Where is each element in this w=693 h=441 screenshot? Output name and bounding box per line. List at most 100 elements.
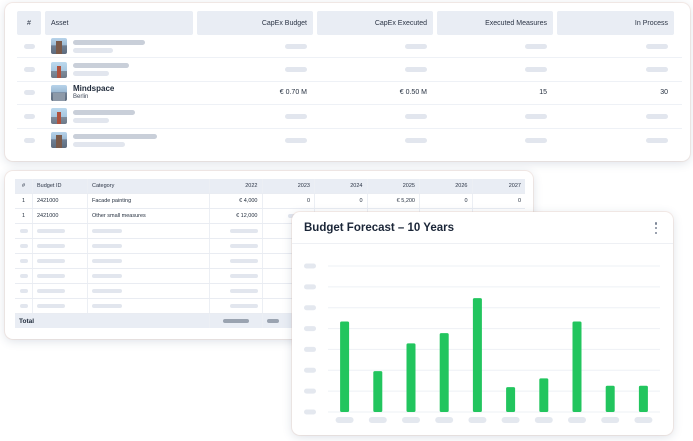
placeholder-bar: [525, 137, 547, 143]
value-2023[interactable]: 0: [263, 194, 315, 208]
placeholder-bar: [19, 259, 28, 263]
bar[interactable]: [439, 333, 449, 412]
placeholder-bar: [92, 304, 122, 308]
bar[interactable]: [572, 321, 582, 412]
table-row[interactable]: [17, 58, 682, 82]
placeholder-bar: [92, 289, 122, 293]
table-row[interactable]: [17, 129, 682, 152]
placeholder-bar: [73, 39, 145, 45]
value-2022[interactable]: € 12,000: [210, 209, 263, 223]
placeholder-bar: [525, 67, 547, 73]
placeholder-bar: [37, 229, 65, 233]
x-tick-placeholder: [501, 417, 520, 423]
placeholder-bar: [37, 244, 65, 248]
header-category[interactable]: Category: [88, 179, 210, 193]
bar[interactable]: [539, 378, 549, 412]
placeholder-bar: [525, 43, 547, 49]
bar[interactable]: [638, 385, 648, 412]
asset-thumbnail: [51, 108, 67, 125]
header-2027[interactable]: 2027: [508, 183, 521, 189]
placeholder-bar: [405, 137, 427, 143]
chart-card: Budget Forecast – 10 Years: [292, 212, 673, 435]
placeholder-bar: [229, 304, 258, 308]
placeholder-bar: [646, 67, 668, 73]
header-capex-executed[interactable]: CapEx Executed: [317, 11, 433, 35]
placeholder-bar: [19, 304, 28, 308]
y-tick-placeholder: [304, 326, 316, 332]
placeholder-bar: [73, 47, 113, 53]
more-options-icon[interactable]: [654, 222, 658, 234]
placeholder-bar: [23, 137, 35, 143]
bar[interactable]: [340, 321, 350, 412]
executed-measures-value: 15: [539, 89, 547, 97]
header-index[interactable]: #: [15, 179, 33, 193]
header-index[interactable]: #: [17, 11, 41, 35]
table-row[interactable]: 1 2421000 Facade painting € 4,000 0 0 € …: [15, 194, 525, 209]
x-tick-placeholder: [568, 417, 586, 423]
bar[interactable]: [605, 385, 615, 412]
header-executed-measures[interactable]: Executed Measures: [437, 11, 553, 35]
x-tick-placeholder: [435, 417, 454, 423]
value-2027[interactable]: 0: [517, 198, 521, 204]
placeholder-bar: [229, 229, 258, 233]
asset-thumbnail: [51, 84, 67, 101]
placeholder-bar: [229, 289, 258, 293]
category: Other small measures: [88, 209, 210, 223]
x-tick-placeholder: [634, 417, 653, 423]
bar[interactable]: [472, 298, 482, 412]
placeholder-bar: [37, 259, 65, 263]
y-tick-placeholder: [304, 409, 316, 415]
category: Facade painting: [88, 194, 210, 208]
placeholder-bar: [19, 289, 28, 293]
header-2026[interactable]: 2026: [420, 179, 473, 193]
capex-budget-value: € 0.70 M: [279, 89, 307, 97]
table-row[interactable]: [17, 105, 682, 129]
assets-table: # Asset CapEx Budget CapEx Executed Exec…: [17, 11, 682, 152]
placeholder-bar: [266, 319, 279, 323]
bar[interactable]: [373, 371, 383, 412]
placeholder-bar: [285, 43, 307, 49]
assets-table-header: # Asset CapEx Budget CapEx Executed Exec…: [17, 11, 682, 35]
header-2023[interactable]: 2023: [263, 179, 315, 193]
placeholder-bar: [92, 259, 122, 263]
placeholder-bar: [73, 133, 157, 139]
x-tick-placeholder: [468, 417, 487, 423]
x-tick-placeholder: [335, 417, 354, 423]
value-2025[interactable]: € 5,200: [368, 194, 420, 208]
value-2026[interactable]: 0: [420, 194, 473, 208]
placeholder-bar: [405, 67, 427, 73]
placeholder-bar: [73, 63, 129, 69]
budget-forecast-chart: [304, 263, 660, 423]
header-2025[interactable]: 2025: [368, 179, 420, 193]
placeholder-bar: [23, 113, 35, 119]
bar[interactable]: [506, 387, 516, 412]
table-row[interactable]: [17, 35, 682, 59]
header-asset[interactable]: Asset: [45, 11, 193, 35]
header-2022[interactable]: 2022: [210, 179, 263, 193]
asset-city: Berlin: [73, 94, 89, 101]
placeholder-bar: [37, 289, 65, 293]
asset-name[interactable]: Mindspace: [73, 84, 115, 94]
x-tick-placeholder: [534, 417, 553, 423]
value-2022[interactable]: € 4,000: [210, 194, 263, 208]
placeholder-bar: [19, 229, 28, 233]
row-index: 1: [15, 209, 33, 223]
placeholder-bar: [23, 43, 35, 49]
header-2024[interactable]: 2024: [315, 179, 368, 193]
budget-table-header: # Budget ID Category 2022 2023 2024 2025…: [15, 179, 525, 194]
budget-id: 2421000: [33, 194, 88, 208]
y-tick-placeholder: [304, 346, 316, 352]
placeholder-bar: [19, 244, 28, 248]
value-2024[interactable]: 0: [315, 194, 368, 208]
y-tick-placeholder: [304, 305, 316, 311]
placeholder-bar: [73, 109, 135, 115]
header-capex-budget[interactable]: CapEx Budget: [197, 11, 313, 35]
placeholder-bar: [229, 259, 258, 263]
chart-title: Budget Forecast – 10 Years: [304, 222, 454, 234]
header-in-process[interactable]: In Process: [557, 11, 674, 35]
y-tick-placeholder: [304, 284, 316, 290]
bar[interactable]: [406, 343, 416, 412]
table-row-mindspace[interactable]: Mindspace Berlin € 0.70 M € 0.50 M 15 30: [17, 82, 682, 106]
header-budget-id[interactable]: Budget ID: [33, 179, 88, 193]
placeholder-bar: [92, 274, 122, 278]
